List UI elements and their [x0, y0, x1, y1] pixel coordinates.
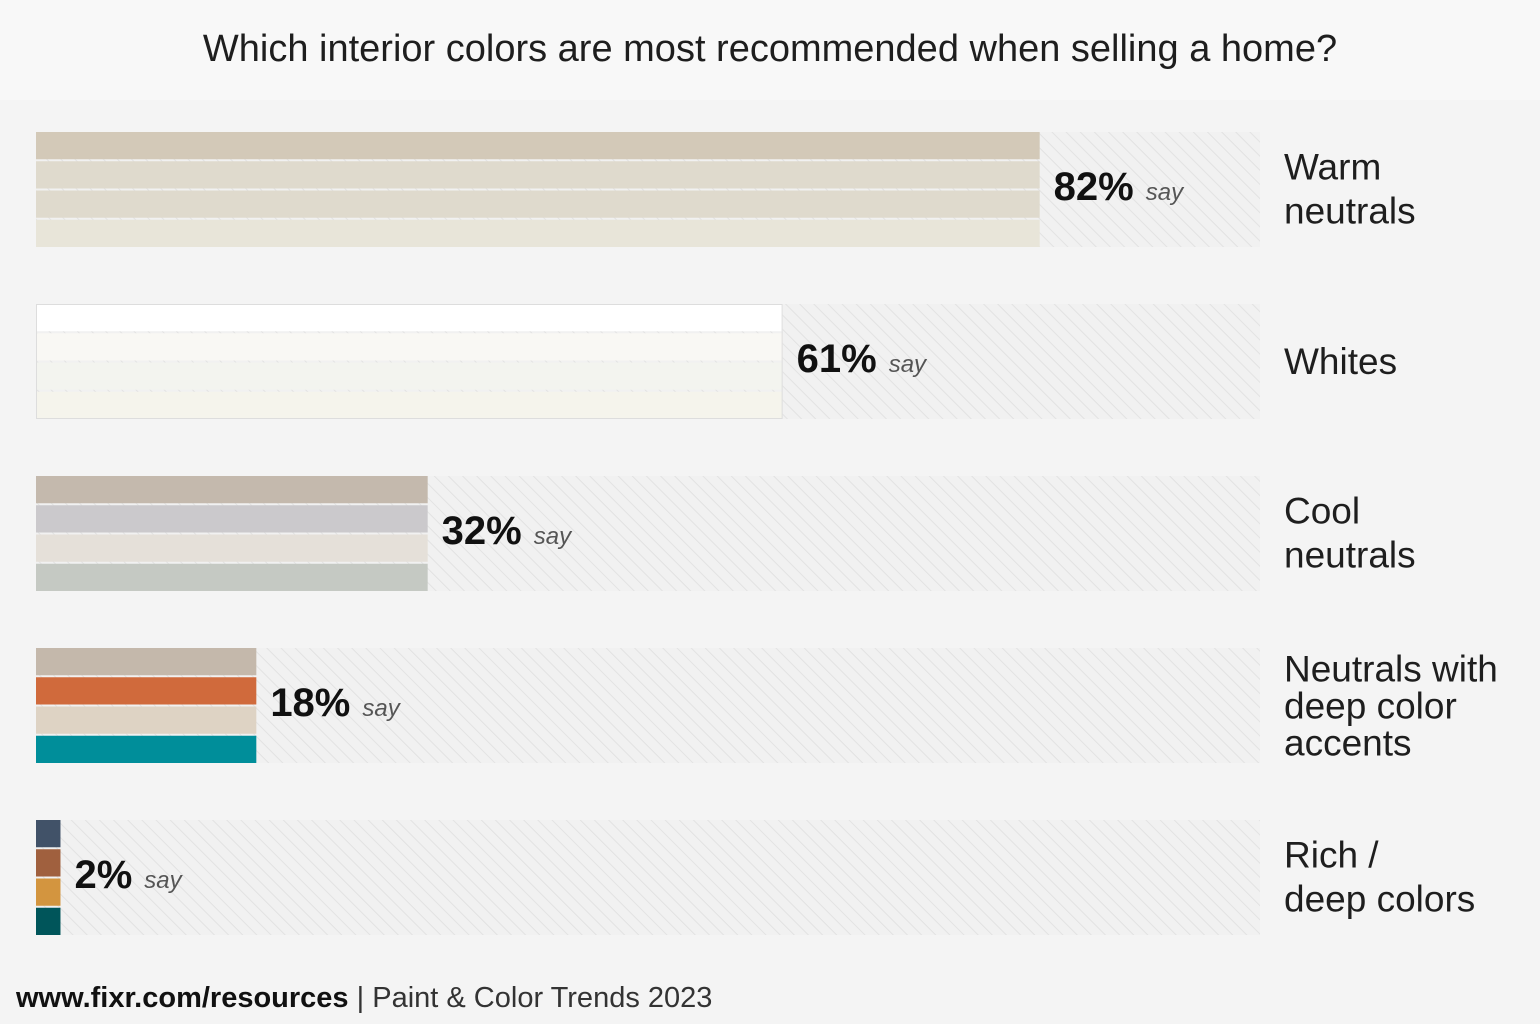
source-text: Paint & Color Trends 2023 [372, 982, 713, 1014]
category-label: Cool neutrals [1284, 490, 1416, 576]
bar [36, 820, 61, 935]
bar-swatch [36, 132, 1040, 160]
source: www.fixr.com/resources | Paint & Color T… [16, 982, 712, 1015]
source-separator: | [356, 982, 365, 1014]
value-annotation: say [534, 523, 573, 550]
bar-swatch [36, 190, 1040, 218]
bar-swatch [36, 648, 257, 676]
value-label: 82% [1054, 165, 1134, 209]
category-label: Whites [1284, 340, 1398, 382]
bar-swatch [36, 820, 61, 848]
bar-swatch [36, 878, 61, 906]
bar [36, 132, 1040, 247]
category-label: Rich / deep colors [1284, 834, 1476, 920]
bar-outline [36, 304, 783, 419]
value-annotation: say [144, 867, 183, 894]
bar-swatch [36, 706, 257, 734]
bar-swatch [36, 304, 783, 332]
bar-swatch [36, 849, 61, 877]
value-label: 61% [797, 337, 877, 381]
bar-swatch [36, 505, 428, 533]
bar-swatch [36, 161, 1040, 189]
value-label: 32% [442, 509, 522, 553]
bar-swatch [36, 476, 428, 504]
bar [36, 304, 783, 419]
bar-swatch [36, 391, 783, 419]
category-label: Warm neutrals [1284, 146, 1416, 232]
bar-swatch [36, 362, 783, 390]
bar-swatch [36, 735, 257, 763]
value-label: 2% [74, 853, 132, 897]
chart-title: Which interior colors are most recommend… [202, 28, 1338, 70]
header [0, 0, 1540, 100]
bar-swatch [36, 907, 61, 935]
bar-swatch [36, 677, 257, 705]
source-site: www.fixr.com/resources [16, 982, 349, 1014]
bar-swatch [36, 333, 783, 361]
bar-swatch [36, 563, 428, 591]
bar-swatch [36, 219, 1040, 247]
value-label: 18% [270, 681, 350, 725]
bar-track [36, 820, 1260, 935]
value-annotation: say [889, 351, 928, 378]
category-label: Neutrals with deep color accents [1284, 648, 1498, 763]
bar [36, 476, 428, 591]
bar [36, 648, 257, 763]
bar-swatch [36, 534, 428, 562]
value-annotation: say [362, 695, 401, 722]
value-annotation: say [1146, 179, 1185, 206]
